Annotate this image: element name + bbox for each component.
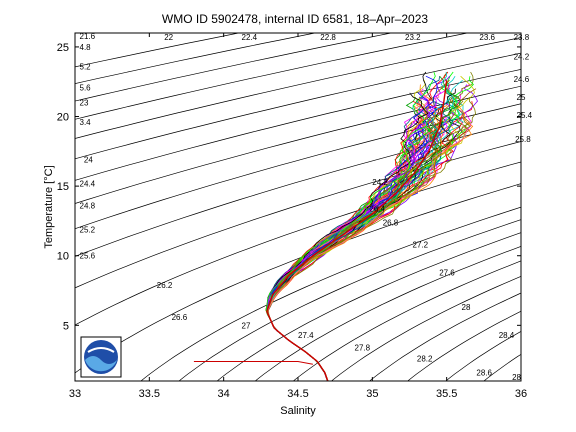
contour-label: 25.2 bbox=[80, 225, 96, 234]
contour-label: 22 bbox=[164, 33, 173, 42]
contour-label: 26.8 bbox=[383, 218, 399, 227]
x-tick-label: 33.5 bbox=[139, 388, 160, 400]
contour-label: 24.2 bbox=[372, 178, 388, 187]
contour-label: 26.6 bbox=[172, 313, 188, 322]
contour-label: 24.2 bbox=[514, 53, 530, 62]
density-contour-22 bbox=[75, 33, 317, 84]
y-tick-label: 15 bbox=[57, 181, 69, 193]
y-axis-label: Temperature [°C] bbox=[43, 165, 55, 248]
density-contour-27 bbox=[178, 219, 521, 381]
contour-label: 22.8 bbox=[320, 33, 336, 42]
red-segment-line bbox=[193, 361, 313, 365]
contour-label: 22.4 bbox=[242, 33, 258, 42]
logo-wave bbox=[85, 356, 117, 372]
contour-label: 28.2 bbox=[417, 355, 433, 364]
y-tick-label: 20 bbox=[57, 112, 69, 124]
contour-label: 28 bbox=[462, 303, 471, 312]
density-contour-25.2 bbox=[75, 121, 521, 257]
contour-label: 24 bbox=[84, 156, 93, 165]
density-contour-27.2 bbox=[216, 232, 521, 381]
contour-label: 24.4 bbox=[80, 179, 96, 188]
density-contour-27.4 bbox=[254, 246, 521, 381]
contour-label: 26.2 bbox=[157, 281, 173, 290]
density-contour-28.4 bbox=[445, 330, 521, 381]
contour-label: 28.6 bbox=[476, 369, 492, 378]
contour-label: 4.8 bbox=[80, 43, 92, 52]
y-tick-label: 5 bbox=[63, 320, 69, 332]
contour-label: 3.4 bbox=[80, 118, 92, 127]
density-contour-26.8 bbox=[140, 206, 521, 381]
y-tick-label: 10 bbox=[57, 251, 69, 263]
density-contour-27.6 bbox=[292, 260, 521, 381]
x-axis-label: Salinity bbox=[280, 405, 316, 417]
contour-label: 28 bbox=[512, 373, 521, 382]
x-tick-label: 34.5 bbox=[287, 388, 308, 400]
x-tick-label: 35.5 bbox=[436, 388, 457, 400]
contour-label: 24.6 bbox=[514, 75, 530, 84]
y-tick-label: 25 bbox=[57, 42, 69, 54]
x-tick-label: 36 bbox=[515, 388, 527, 400]
density-contour-23.2 bbox=[75, 37, 521, 139]
contour-label: 27.4 bbox=[298, 331, 314, 340]
logo-gull bbox=[87, 347, 115, 353]
contour-label: 21.6 bbox=[80, 32, 96, 41]
contour-label: 25.6 bbox=[80, 252, 96, 261]
contour-label: 23 bbox=[80, 99, 89, 108]
density-contour-28.2 bbox=[407, 310, 521, 381]
axis-ticks: 33 33.5 34 34.5 35 35.5 36 5 10 15 20 25 bbox=[57, 33, 527, 400]
contour-label: 27 bbox=[242, 321, 251, 330]
contour-label: 5.6 bbox=[80, 83, 92, 92]
density-contour-24 bbox=[75, 68, 521, 181]
contour-label: 23.2 bbox=[405, 33, 421, 42]
contour-label: 26.4 bbox=[369, 204, 385, 213]
contour-label: 25.8 bbox=[515, 135, 531, 144]
contour-label: 25.4 bbox=[517, 111, 533, 120]
x-tick-label: 35 bbox=[366, 388, 378, 400]
contour-label: 27.2 bbox=[413, 241, 429, 250]
contour-label: 24.8 bbox=[80, 202, 96, 211]
density-contour-22.8 bbox=[75, 33, 470, 120]
density-contour-22.4 bbox=[75, 33, 393, 102]
density-contour-27.8 bbox=[330, 276, 521, 381]
density-contour-24.8 bbox=[75, 103, 521, 230]
contour-label: 27.8 bbox=[355, 344, 371, 353]
profiles bbox=[193, 71, 478, 381]
contour-label: 27.6 bbox=[439, 268, 455, 277]
density-contour-23.6 bbox=[75, 52, 521, 160]
contour-label: 5.2 bbox=[80, 62, 92, 71]
contour-label: 23.6 bbox=[479, 33, 495, 42]
noaa-logo bbox=[80, 336, 122, 378]
density-contour-25.6 bbox=[75, 141, 521, 289]
mean-profile-line bbox=[266, 80, 448, 381]
contour-label: 23.8 bbox=[514, 33, 530, 42]
contour-label: 28.4 bbox=[499, 331, 515, 340]
density-contour-26.4 bbox=[75, 183, 521, 374]
chart-title: WMO ID 5902478, internal ID 6581, 18–Apr… bbox=[162, 12, 428, 26]
x-tick-label: 33 bbox=[69, 388, 81, 400]
density-contour-28 bbox=[369, 292, 521, 381]
density-contour-labels: 21.6 22 22.4 22.8 23.2 23.6 23.824.224.62525.4… bbox=[80, 32, 533, 382]
x-tick-label: 34 bbox=[218, 388, 230, 400]
